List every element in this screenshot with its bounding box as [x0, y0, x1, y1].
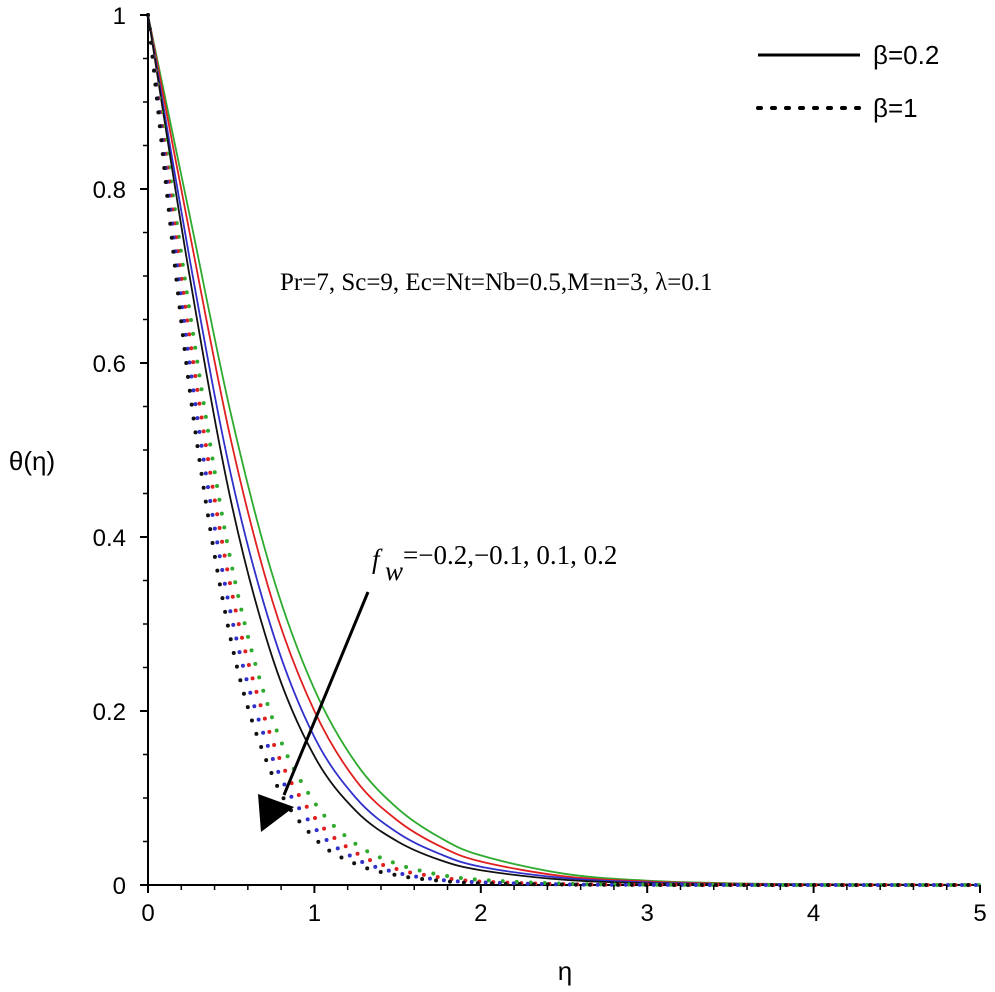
y-tick-label: 0	[113, 873, 126, 900]
series-line-beta1-fw-0.1	[146, 13, 982, 888]
ticks-layer: 0 1 2 3 4 5 0 0.2 0.4 0.6 0.8 1	[93, 3, 987, 927]
y-tick-label: 0.4	[93, 525, 126, 552]
x-axis-label: η	[558, 956, 572, 986]
series-line-beta1-fw0.2	[146, 13, 982, 888]
parameters-annotation: Pr=7, Sc=9, Ec=Nt=Nb=0.5,M=n=3, λ=0.1	[280, 269, 713, 296]
y-tick-label: 0.8	[93, 177, 126, 204]
fw-arrow-head	[258, 794, 294, 832]
y-tick-label: 1	[113, 3, 126, 30]
legend-label-beta-0.2: β=0.2	[873, 40, 939, 70]
x-tick-label: 5	[973, 900, 986, 927]
x-tick-label: 1	[308, 900, 321, 927]
series-line-beta1-fw0.1	[146, 13, 982, 888]
series-layer	[146, 13, 982, 888]
fw-annotation-subscript: w	[385, 556, 403, 586]
legend-label-beta-1: β=1	[873, 93, 918, 123]
series-line-beta1-fw-0.2	[146, 13, 982, 888]
fw-annotation: f w =−0.2,−0.1, 0.1, 0.2	[258, 540, 617, 832]
series-line-beta0.2-fw0.1	[147, 14, 981, 886]
fw-annotation-prefix: f	[372, 544, 383, 574]
series-line-beta0.2-fw-0.1	[147, 14, 981, 886]
series-line-beta0.2-fw0.2	[147, 14, 981, 886]
y-tick-label: 0.2	[93, 699, 126, 726]
x-tick-label: 4	[807, 900, 820, 927]
legend: β=0.2 β=1	[756, 40, 939, 123]
series-line-beta0.2-fw-0.2	[147, 14, 981, 886]
fw-annotation-values: =−0.2,−0.1, 0.1, 0.2	[403, 540, 617, 570]
x-tick-label: 3	[641, 900, 654, 927]
plot-frame	[147, 15, 980, 886]
fw-arrow-shaft	[282, 591, 370, 796]
y-axis-label: θ(η)	[9, 446, 55, 476]
y-tick-label: 0.6	[93, 351, 126, 378]
x-tick-label: 2	[474, 900, 487, 927]
x-tick-label: 0	[141, 900, 154, 927]
